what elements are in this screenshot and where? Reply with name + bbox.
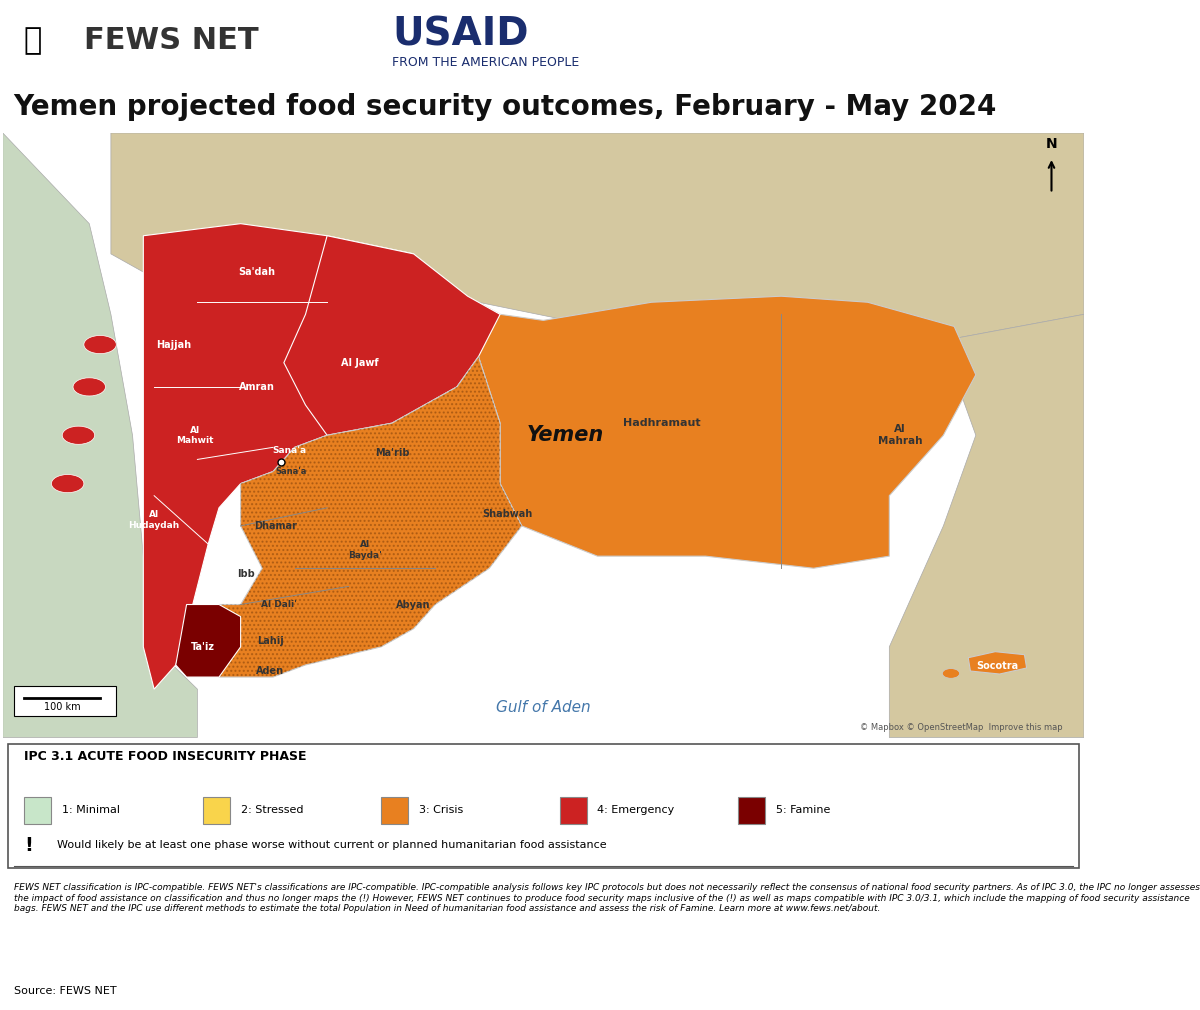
Text: 100 km: 100 km — [44, 702, 80, 712]
Text: Sana'a: Sana'a — [276, 467, 307, 476]
Circle shape — [52, 475, 84, 493]
Text: Al
Mahwit: Al Mahwit — [176, 425, 214, 445]
Text: Abyan: Abyan — [396, 600, 431, 609]
Text: © Mapbox © OpenStreetMap  Improve this map: © Mapbox © OpenStreetMap Improve this ma… — [859, 723, 1062, 732]
Text: Al Jawf: Al Jawf — [341, 358, 378, 368]
Text: FROM THE AMERICAN PEOPLE: FROM THE AMERICAN PEOPLE — [392, 56, 580, 69]
FancyBboxPatch shape — [738, 797, 764, 824]
Polygon shape — [220, 357, 522, 677]
Polygon shape — [284, 235, 500, 435]
Text: FEWS NET classification is IPC-compatible. FEWS NET's classifications are IPC-co: FEWS NET classification is IPC-compatibl… — [13, 883, 1200, 913]
Text: Aden: Aden — [256, 666, 284, 676]
Text: 1: Minimal: 1: Minimal — [62, 805, 120, 815]
Text: Would likely be at least one phase worse without current or planned humanitarian: Would likely be at least one phase worse… — [56, 840, 606, 850]
Polygon shape — [2, 133, 197, 737]
Polygon shape — [110, 133, 1084, 344]
Polygon shape — [175, 605, 241, 677]
Polygon shape — [889, 314, 1084, 737]
Text: 3: Crisis: 3: Crisis — [419, 805, 463, 815]
Text: 2: Stressed: 2: Stressed — [241, 805, 304, 815]
Text: Lahij: Lahij — [258, 635, 284, 645]
Text: Ibb: Ibb — [238, 570, 254, 580]
Text: Al Dali': Al Dali' — [260, 600, 296, 609]
Text: USAID: USAID — [392, 15, 528, 54]
Polygon shape — [968, 651, 1027, 674]
Text: Al
Mahrah: Al Mahrah — [878, 424, 923, 446]
Circle shape — [84, 335, 116, 353]
Text: Source: FEWS NET: Source: FEWS NET — [13, 987, 116, 997]
Text: 5: Famine: 5: Famine — [775, 805, 830, 815]
Text: Al
Hudaydah: Al Hudaydah — [128, 510, 180, 529]
Text: Amran: Amran — [239, 382, 275, 392]
Text: Ta'iz: Ta'iz — [191, 641, 215, 651]
Polygon shape — [479, 296, 976, 569]
Circle shape — [62, 426, 95, 444]
Text: Sa'dah: Sa'dah — [239, 267, 275, 277]
Text: Hadhramaut: Hadhramaut — [624, 418, 701, 428]
FancyBboxPatch shape — [559, 797, 587, 824]
Text: Yemen: Yemen — [527, 425, 604, 445]
FancyBboxPatch shape — [24, 797, 52, 824]
FancyBboxPatch shape — [8, 744, 1079, 869]
Text: 4: Emergency: 4: Emergency — [598, 805, 674, 815]
FancyBboxPatch shape — [203, 797, 230, 824]
Text: Hajjah: Hajjah — [156, 339, 191, 349]
Text: 🌍: 🌍 — [24, 26, 42, 56]
Text: Ma'rib: Ma'rib — [374, 448, 409, 459]
Text: Dhamar: Dhamar — [253, 521, 296, 531]
Circle shape — [942, 669, 960, 679]
Text: FEWS NET: FEWS NET — [84, 26, 258, 56]
Circle shape — [73, 378, 106, 396]
Text: Gulf of Aden: Gulf of Aden — [496, 700, 590, 715]
FancyBboxPatch shape — [382, 797, 408, 824]
Text: Yemen projected food security outcomes, February - May 2024: Yemen projected food security outcomes, … — [13, 93, 997, 121]
Text: N: N — [1045, 137, 1057, 152]
Text: Al
Bayda': Al Bayda' — [348, 540, 382, 560]
FancyBboxPatch shape — [13, 686, 116, 716]
Text: Socotra: Socotra — [977, 662, 1019, 672]
Polygon shape — [143, 223, 468, 689]
Text: IPC 3.1 ACUTE FOOD INSECURITY PHASE: IPC 3.1 ACUTE FOOD INSECURITY PHASE — [24, 749, 307, 763]
Text: !: ! — [24, 836, 34, 854]
Text: Sana'a: Sana'a — [272, 445, 306, 455]
Text: Shabwah: Shabwah — [482, 509, 533, 519]
